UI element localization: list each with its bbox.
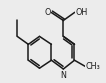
Text: N: N [60, 71, 66, 80]
Text: OH: OH [75, 8, 88, 17]
Text: O: O [44, 8, 51, 17]
Text: CH₃: CH₃ [86, 62, 100, 71]
